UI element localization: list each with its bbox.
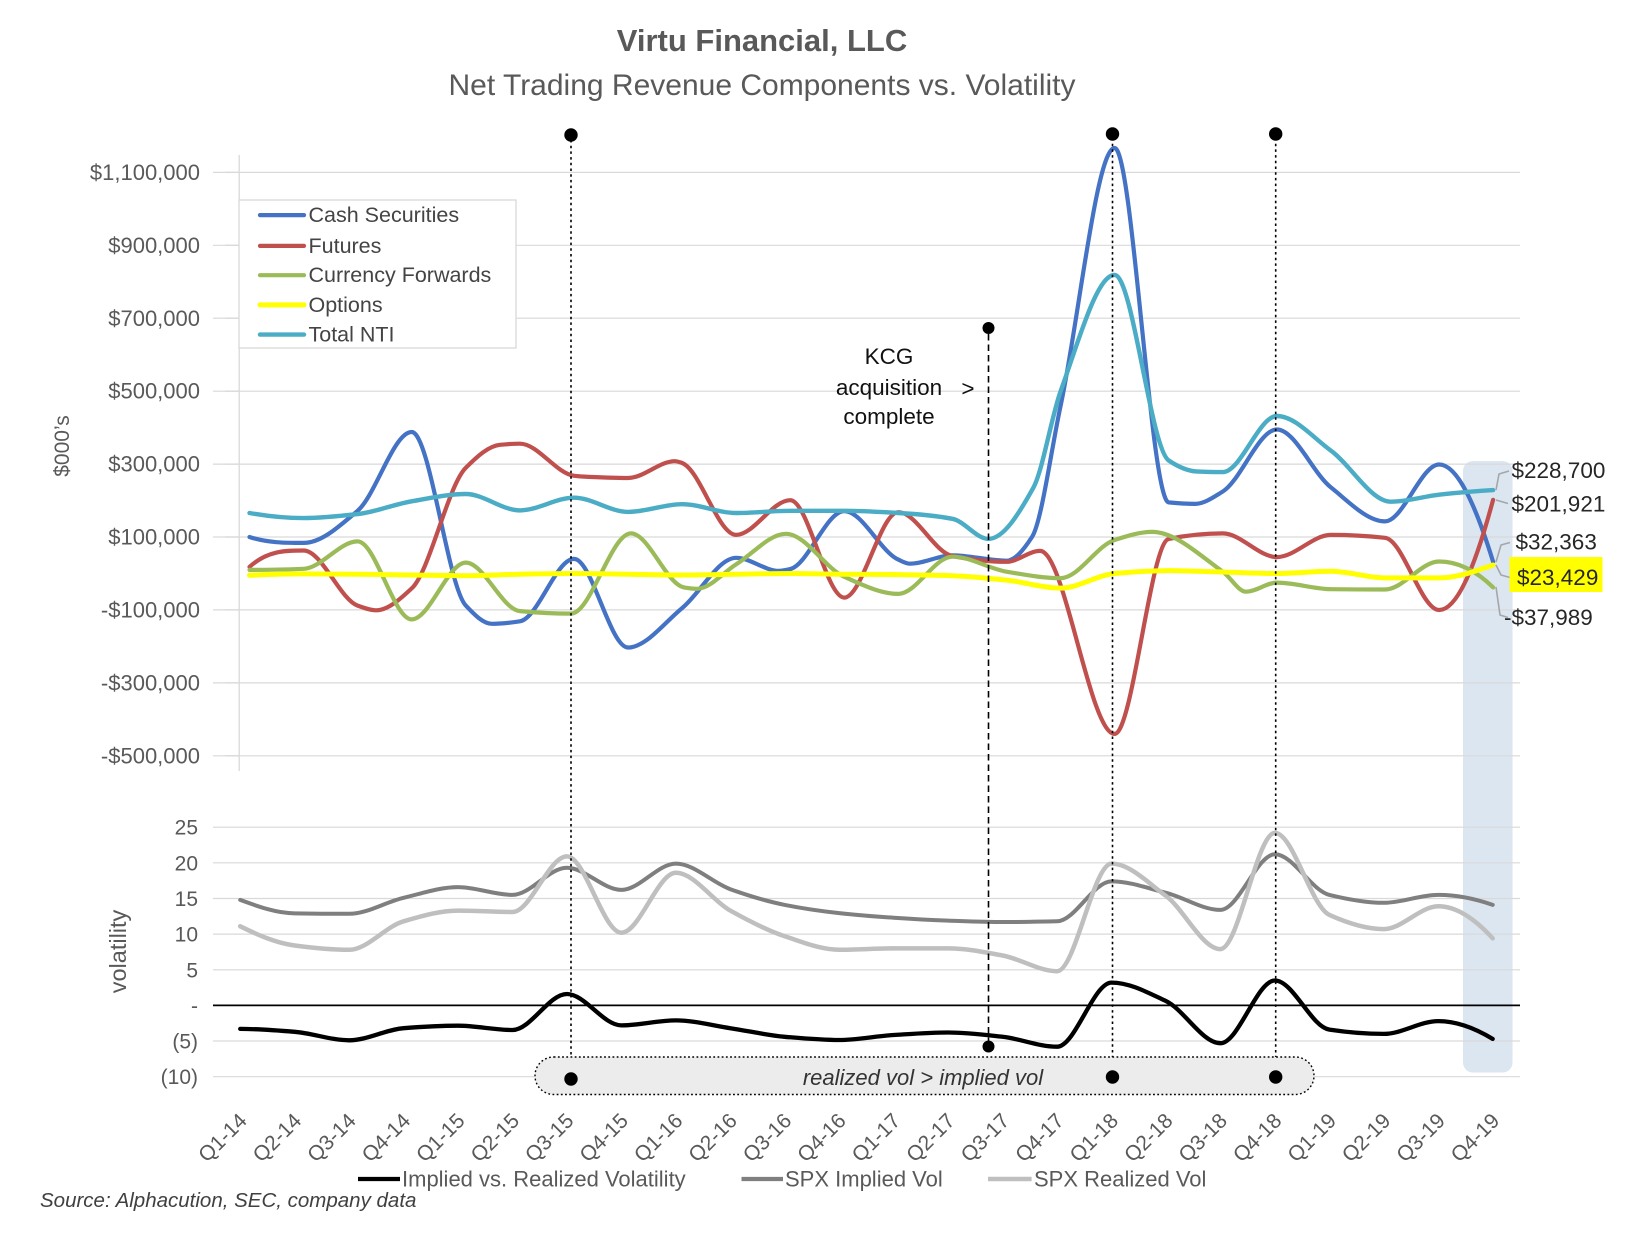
svg-text:20: 20 <box>175 852 198 875</box>
svg-text:5: 5 <box>186 959 198 982</box>
svg-text:acquisition: acquisition <box>836 375 942 400</box>
svg-text:Cash Securities: Cash Securities <box>309 203 460 227</box>
svg-text:15: 15 <box>175 888 198 911</box>
svg-text:Options: Options <box>309 293 383 317</box>
svg-text:Futures: Futures <box>309 234 382 258</box>
svg-text:$500,000: $500,000 <box>108 379 200 404</box>
svg-text:Source: Alphacution, SEC, comp: Source: Alphacution, SEC, company data <box>40 1189 416 1212</box>
svg-text:$201,921: $201,921 <box>1512 492 1606 517</box>
svg-text:Virtu Financial, LLC: Virtu Financial, LLC <box>617 23 908 58</box>
svg-text:-$37,989: -$37,989 <box>1504 605 1593 630</box>
svg-text:$1,100,000: $1,100,000 <box>90 160 200 185</box>
svg-text:$000’s: $000’s <box>51 415 74 477</box>
svg-text:SPX Implied Vol: SPX Implied Vol <box>785 1167 943 1192</box>
svg-text:-: - <box>191 995 198 1018</box>
svg-text:complete: complete <box>843 404 934 429</box>
svg-text:$32,363: $32,363 <box>1516 530 1597 555</box>
svg-text:-$500,000: -$500,000 <box>101 743 200 768</box>
svg-text:$700,000: $700,000 <box>108 306 200 331</box>
svg-text:-$300,000: -$300,000 <box>101 670 200 695</box>
svg-text:Total NTI: Total NTI <box>309 323 395 347</box>
svg-text:>: > <box>961 376 974 401</box>
svg-text:-$100,000: -$100,000 <box>101 597 200 622</box>
svg-text:realized vol > implied vol: realized vol > implied vol <box>803 1065 1044 1090</box>
svg-text:$100,000: $100,000 <box>108 525 200 550</box>
svg-text:KCG: KCG <box>865 344 914 369</box>
svg-text:$300,000: $300,000 <box>108 452 200 477</box>
svg-text:(5): (5) <box>172 1031 198 1054</box>
svg-text:$23,429: $23,429 <box>1517 565 1598 590</box>
svg-text:$900,000: $900,000 <box>108 233 200 258</box>
svg-text:(10): (10) <box>161 1066 198 1089</box>
svg-text:Currency Forwards: Currency Forwards <box>309 263 492 287</box>
svg-text:volatility: volatility <box>105 909 131 993</box>
svg-text:25: 25 <box>175 817 198 840</box>
svg-text:Implied vs. Realized Volatilit: Implied vs. Realized Volatility <box>402 1167 686 1192</box>
svg-text:Net Trading Revenue Components: Net Trading Revenue Components vs. Volat… <box>449 69 1076 102</box>
svg-text:SPX Realized Vol: SPX Realized Vol <box>1034 1167 1206 1192</box>
svg-text:10: 10 <box>175 924 198 947</box>
svg-text:$228,700: $228,700 <box>1512 458 1606 483</box>
